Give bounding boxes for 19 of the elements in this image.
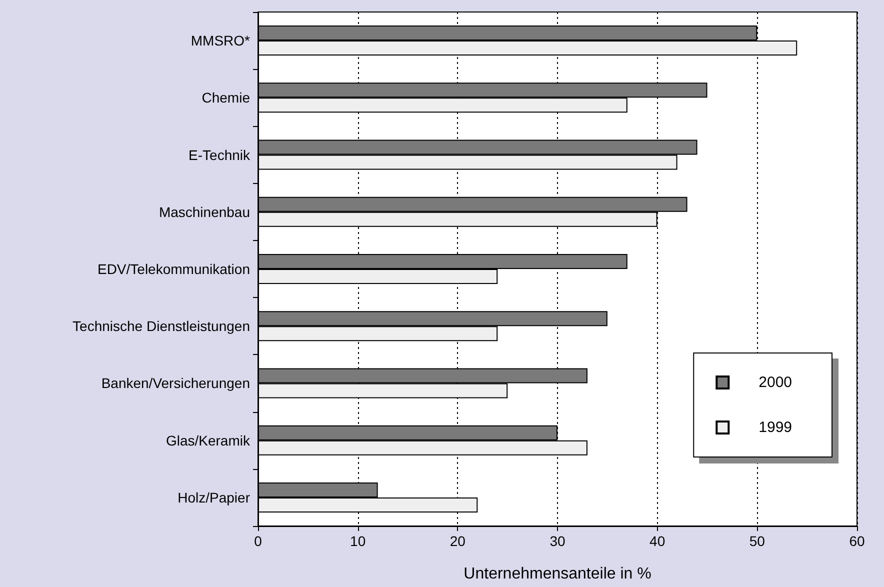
- y-tick-label: Holz/Papier: [178, 489, 250, 506]
- y-tick-label: EDV/Telekommunikation: [97, 261, 250, 277]
- y-tick-label: Chemie: [202, 90, 250, 106]
- y-tick-label: Glas/Keramik: [166, 432, 251, 448]
- x-axis-title: Unternehmensanteile in %: [464, 566, 652, 582]
- y-tick-label: Maschinenbau: [158, 204, 250, 220]
- x-tick-label: 50: [749, 533, 766, 549]
- y-tick-label: E-Technik: [188, 146, 251, 163]
- x-tick-label: 10: [350, 533, 366, 549]
- x-tick-label: 40: [650, 533, 666, 549]
- x-tick-label: 0: [254, 533, 262, 549]
- y-tick-label: MMSRO*: [190, 32, 251, 49]
- x-tick-label: 20: [450, 533, 466, 549]
- y-tick-label: Banken/Versicherungen: [101, 375, 250, 392]
- y-tick-label: Technische Dienstleistungen: [72, 318, 250, 334]
- x-tick-label: 30: [550, 533, 566, 549]
- legend-label: 1999: [758, 419, 792, 436]
- x-tick-label: 60: [849, 533, 865, 549]
- legend-label: 2000: [758, 374, 792, 391]
